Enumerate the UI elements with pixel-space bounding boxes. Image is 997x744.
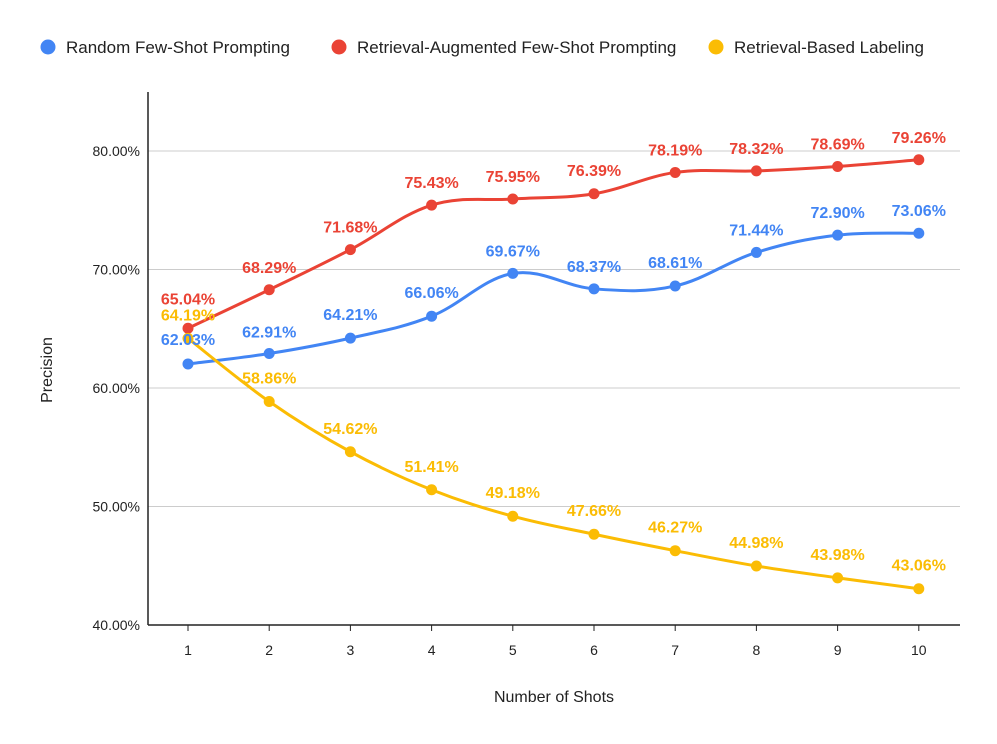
data-label-random-few-shot-prompting: 68.37% (567, 259, 621, 276)
legend-label-retrieval-augmented-few-shot-prompting: Retrieval-Augmented Few-Shot Prompting (357, 38, 676, 57)
x-tick-label: 10 (911, 642, 927, 658)
data-label-retrieval-based-labeling: 51.41% (404, 459, 458, 476)
y-tick-label: 60.00% (93, 380, 140, 396)
x-tick-label: 1 (184, 642, 192, 658)
axes: 1 2 3 4 5 6 7 8 9 10 (147, 92, 960, 658)
data-label-retrieval-based-labeling: 43.98% (810, 547, 864, 564)
data-point-random-few-shot-prompting (344, 332, 356, 344)
data-label-retrieval-based-labeling: 46.27% (648, 520, 702, 537)
data-point-random-few-shot-prompting (750, 246, 762, 258)
data-label-retrieval-augmented-few-shot-prompting: 78.69% (810, 137, 864, 154)
data-point-retrieval-augmented-few-shot-prompting (182, 322, 194, 334)
data-point-retrieval-augmented-few-shot-prompting (669, 166, 681, 178)
legend: Random Few-Shot Prompting Retrieval-Augme… (40, 38, 924, 57)
data-label-random-few-shot-prompting: 62.91% (242, 325, 296, 342)
data-point-retrieval-augmented-few-shot-prompting (750, 165, 762, 177)
data-label-retrieval-augmented-few-shot-prompting: 78.32% (729, 141, 783, 158)
data-point-retrieval-based-labeling (832, 572, 844, 584)
legend-marker-random-few-shot-prompting (40, 39, 56, 55)
data-label-random-few-shot-prompting: 72.90% (810, 205, 864, 222)
data-point-random-few-shot-prompting (669, 280, 681, 292)
data-label-retrieval-based-labeling: 47.66% (567, 503, 621, 520)
data-point-random-few-shot-prompting (913, 227, 925, 239)
data-point-retrieval-augmented-few-shot-prompting (344, 244, 356, 256)
data-point-retrieval-augmented-few-shot-prompting (507, 193, 519, 205)
data-labels: 62.03% 62.91% 64.21% 66.06% 69.67% 68.37% 68.6… (161, 130, 946, 575)
data-label-retrieval-augmented-few-shot-prompting: 68.29% (242, 260, 296, 277)
x-tick-label: 8 (753, 642, 761, 658)
series-group (182, 154, 925, 595)
gridlines: 40.00% 50.00% 60.00% 70.00% 80.00% (93, 143, 960, 633)
data-point-retrieval-based-labeling (669, 545, 681, 557)
data-point-random-few-shot-prompting (263, 348, 275, 360)
data-point-retrieval-based-labeling (182, 332, 194, 344)
data-label-random-few-shot-prompting: 66.06% (404, 285, 458, 302)
x-tick-label: 5 (509, 642, 517, 658)
data-label-random-few-shot-prompting: 73.06% (892, 203, 946, 220)
x-tick-label: 4 (428, 642, 436, 658)
data-point-retrieval-based-labeling (588, 528, 600, 540)
series-line-random-few-shot-prompting (187, 231, 919, 366)
data-point-random-few-shot-prompting (588, 283, 600, 295)
y-axis-title: Precision (39, 337, 56, 403)
data-point-retrieval-augmented-few-shot-prompting (263, 284, 275, 296)
data-point-retrieval-based-labeling (750, 560, 762, 572)
data-label-random-few-shot-prompting: 62.03% (161, 332, 215, 349)
data-point-retrieval-augmented-few-shot-prompting (426, 199, 438, 211)
data-label-retrieval-based-labeling: 64.19% (161, 307, 215, 324)
data-point-retrieval-augmented-few-shot-prompting (832, 161, 844, 173)
y-tick-label: 50.00% (93, 499, 140, 515)
x-axis-title: Number of Shots (494, 689, 614, 706)
data-label-retrieval-augmented-few-shot-prompting: 76.39% (567, 163, 621, 180)
data-point-retrieval-based-labeling (507, 510, 519, 522)
legend-marker-retrieval-based-labeling (708, 39, 724, 55)
data-point-retrieval-based-labeling (913, 583, 925, 595)
x-tick-label: 2 (265, 642, 273, 658)
data-label-retrieval-augmented-few-shot-prompting: 78.19% (648, 142, 702, 159)
data-point-retrieval-based-labeling (263, 396, 275, 408)
data-label-retrieval-based-labeling: 43.06% (892, 558, 946, 575)
data-point-random-few-shot-prompting (507, 267, 519, 279)
data-label-random-few-shot-prompting: 64.21% (323, 307, 377, 324)
data-label-retrieval-based-labeling: 54.62% (323, 421, 377, 438)
legend-label-retrieval-based-labeling: Retrieval-Based Labeling (734, 38, 924, 57)
series-line-retrieval-augmented-few-shot-prompting (187, 158, 919, 330)
y-tick-label: 70.00% (93, 262, 140, 278)
legend-marker-retrieval-augmented-few-shot-prompting (331, 39, 347, 55)
data-label-retrieval-based-labeling: 49.18% (486, 485, 540, 502)
data-point-retrieval-based-labeling (426, 484, 438, 496)
data-point-random-few-shot-prompting (182, 358, 194, 370)
data-point-retrieval-based-labeling (344, 446, 356, 458)
data-label-retrieval-augmented-few-shot-prompting: 65.04% (161, 291, 215, 308)
data-point-random-few-shot-prompting (426, 310, 438, 322)
data-label-random-few-shot-prompting: 71.44% (729, 222, 783, 239)
data-point-retrieval-augmented-few-shot-prompting (588, 188, 600, 200)
data-label-retrieval-augmented-few-shot-prompting: 71.68% (323, 220, 377, 237)
x-tick-label: 3 (347, 642, 355, 658)
x-tick-label: 7 (671, 642, 679, 658)
data-label-retrieval-augmented-few-shot-prompting: 79.26% (892, 130, 946, 147)
data-label-retrieval-based-labeling: 58.86% (242, 371, 296, 388)
legend-label-random-few-shot-prompting: Random Few-Shot Prompting (66, 38, 290, 57)
data-label-retrieval-augmented-few-shot-prompting: 75.43% (404, 175, 458, 192)
y-tick-label: 80.00% (93, 143, 140, 159)
data-point-retrieval-augmented-few-shot-prompting (913, 154, 925, 166)
data-point-random-few-shot-prompting (832, 229, 844, 241)
x-tick-label: 9 (834, 642, 842, 658)
data-label-retrieval-augmented-few-shot-prompting: 75.95% (486, 169, 540, 186)
y-tick-label: 40.00% (93, 617, 140, 633)
x-tick-label: 6 (590, 642, 598, 658)
series-line-retrieval-based-labeling (187, 337, 919, 591)
data-label-random-few-shot-prompting: 68.61% (648, 255, 702, 272)
data-label-retrieval-based-labeling: 44.98% (729, 535, 783, 552)
data-label-random-few-shot-prompting: 69.67% (486, 243, 540, 260)
